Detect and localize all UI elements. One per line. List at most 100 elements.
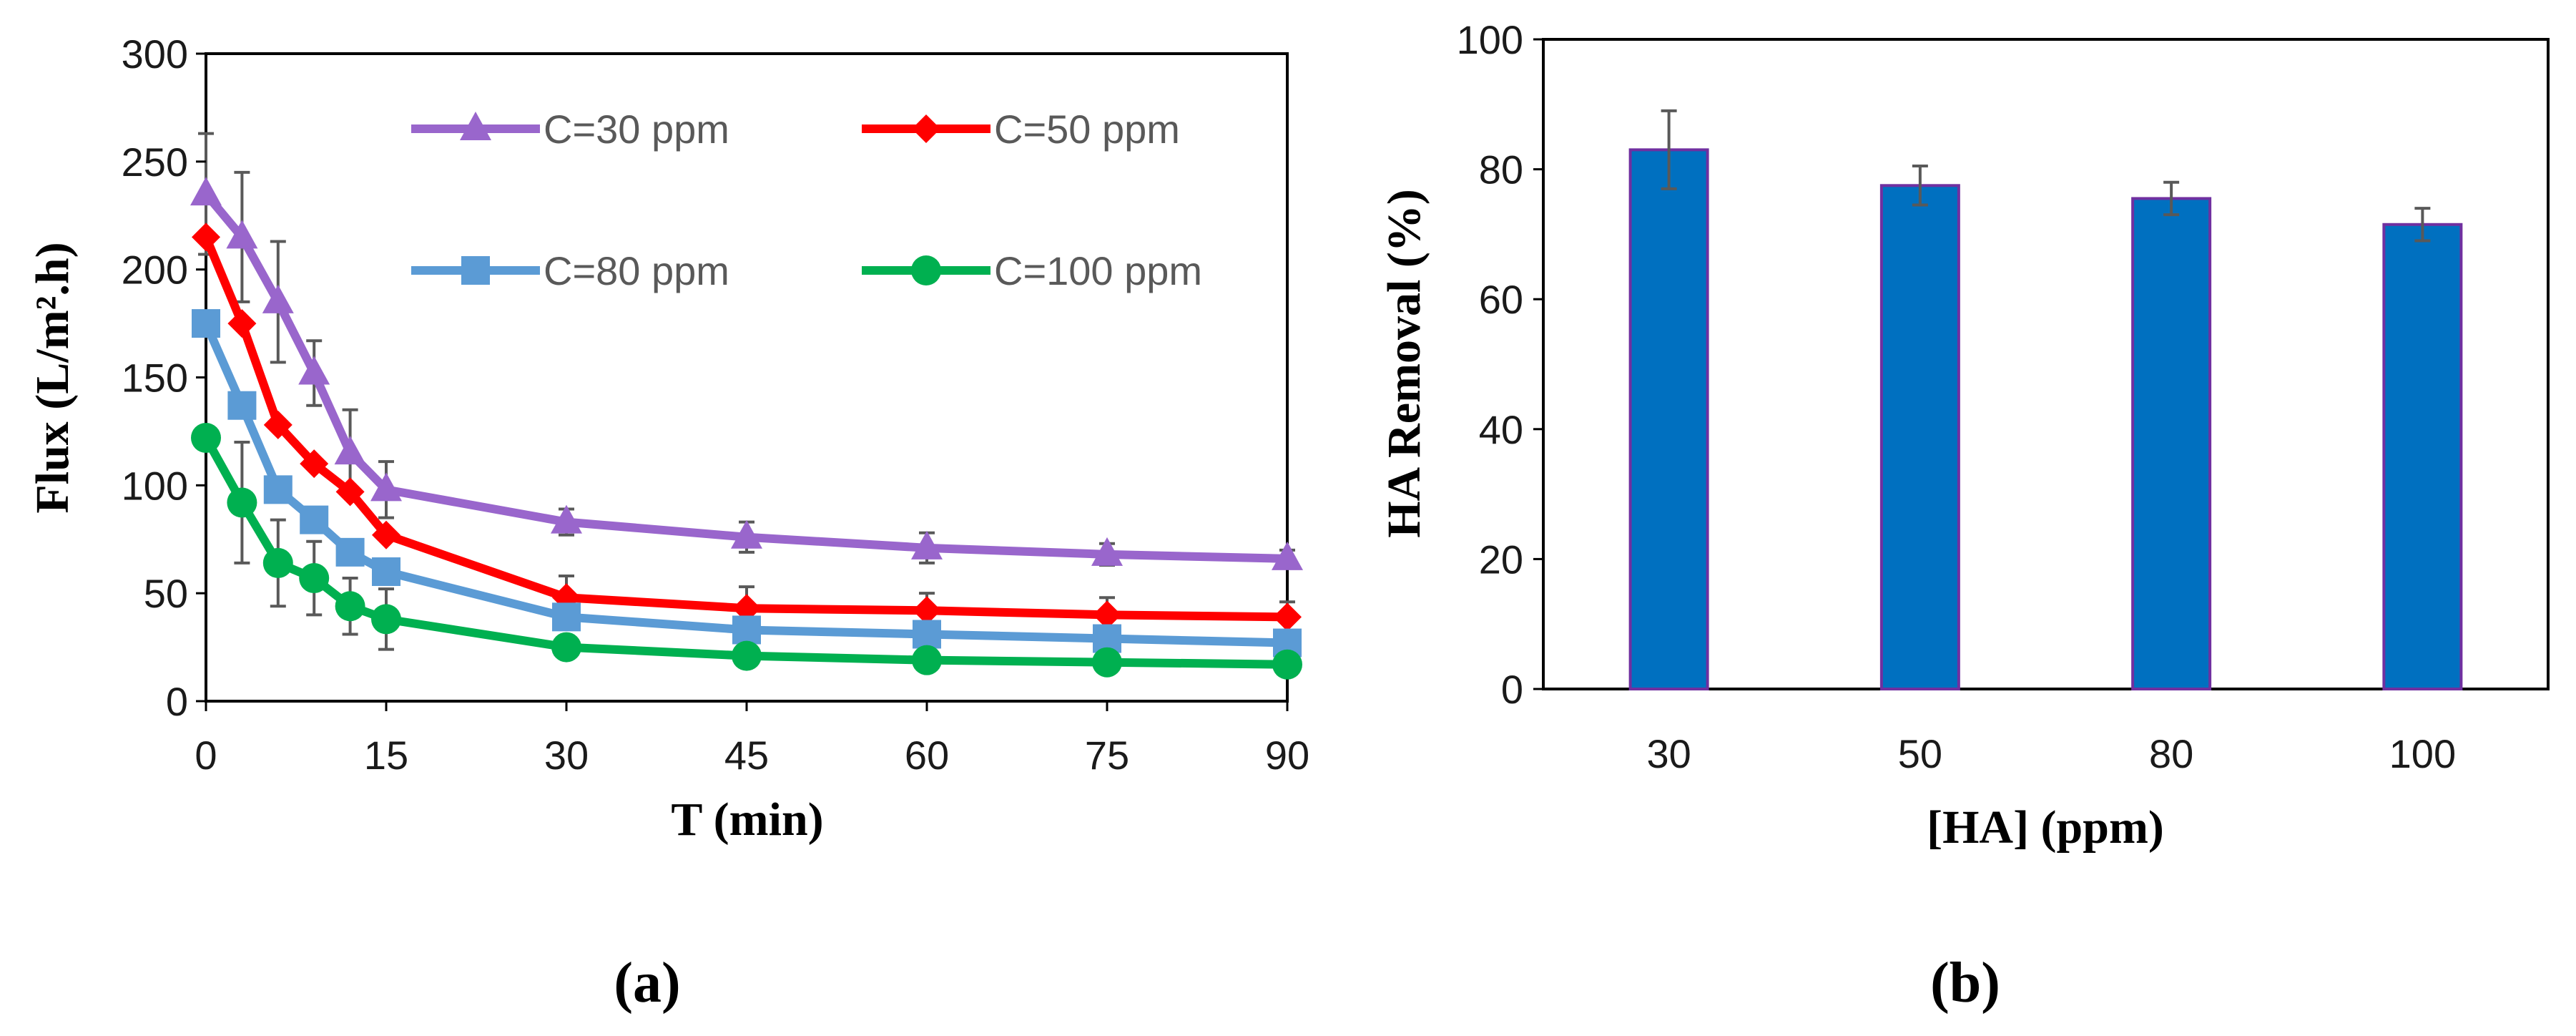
legend-marker-c-80-ppm — [461, 256, 490, 285]
error-bar-100 — [2414, 207, 2431, 243]
legend-a: C=30 ppm C=50 ppm C=80 ppm C=100 ppm — [411, 107, 1202, 293]
data-point-c-100-ppm — [335, 591, 365, 622]
legend-marker-c-100-ppm — [911, 255, 941, 285]
y-tick-label-a: 150 — [122, 356, 188, 401]
data-point-c-100-ppm — [1272, 649, 1302, 680]
y-ticks-b: 0 20 40 60 80 100 — [1457, 17, 1543, 712]
x-axis-title-a: T (min) — [671, 793, 823, 846]
flux-line-chart: 0 50 100 150 200 250 300 0 15 30 45 60 75 90 C=30 pp… — [26, 31, 1309, 1015]
error-bars-a — [198, 132, 1295, 651]
data-point-c-50-ppm — [372, 520, 400, 549]
legend-label-c-80-ppm: C=80 ppm — [544, 248, 729, 293]
x-tick-label-a: 0 — [195, 733, 217, 778]
x-tick-label-a: 75 — [1085, 733, 1129, 778]
x-tick-label-b: 100 — [2389, 731, 2456, 776]
data-point-c-30-ppm — [731, 519, 762, 549]
x-tick-label-a: 30 — [544, 733, 589, 778]
x-tick-label-a: 60 — [905, 733, 949, 778]
bar-50 — [1879, 184, 1960, 690]
panel-label-b: (b) — [1930, 952, 2000, 1015]
data-point-c-100-ppm — [299, 563, 330, 594]
data-point-c-30-ppm — [226, 220, 258, 249]
data-point-c-30-ppm — [551, 504, 582, 534]
y-tick-label-a: 250 — [122, 140, 188, 185]
data-point-c-100-ppm — [262, 547, 293, 578]
data-point-c-30-ppm — [298, 356, 330, 385]
error-bar-50 — [1912, 165, 1928, 207]
data-point-c-100-ppm — [732, 640, 762, 671]
y-axis-title-a: Flux (L/m².h) — [26, 242, 79, 513]
x-ticks-b: 30 50 80 100 — [1646, 731, 2456, 776]
y-ticks-a: 0 50 100 150 200 250 300 — [122, 31, 206, 724]
y-tick-label-a: 200 — [122, 248, 188, 293]
error-bar-80 — [2163, 180, 2180, 217]
y-tick-label-a: 0 — [166, 679, 188, 724]
data-point-c-100-ppm — [371, 604, 401, 635]
data-point-c-100-ppm — [227, 487, 257, 518]
bar-30 — [1628, 148, 1709, 691]
data-point-c-30-ppm — [334, 436, 366, 465]
y-tick-label-b: 0 — [1501, 667, 1523, 712]
y-axis-title-b: HA Removal (%) — [1378, 189, 1430, 538]
data-point-c-50-ppm — [913, 596, 941, 625]
bar-100 — [2382, 223, 2463, 690]
plot-area-frame-b — [1542, 38, 2550, 690]
series-markers-a — [190, 177, 1303, 680]
x-tick-label-a: 15 — [364, 733, 408, 778]
data-point-c-50-ppm — [1093, 600, 1121, 630]
data-point-c-80-ppm — [227, 391, 257, 420]
data-point-c-50-ppm — [1273, 602, 1302, 632]
error-bar-30 — [1661, 109, 1677, 190]
legend-marker-c-50-ppm — [912, 114, 940, 143]
legend-item-c-80-ppm: C=80 ppm — [411, 248, 729, 293]
y-tick-label-b: 40 — [1479, 407, 1523, 452]
data-point-c-50-ppm — [732, 594, 761, 623]
data-point-c-100-ppm — [191, 422, 221, 453]
data-point-c-50-ppm — [192, 223, 220, 252]
data-point-c-100-ppm — [1092, 647, 1122, 678]
x-tick-label-b: 30 — [1646, 731, 1691, 776]
y-tick-label-a: 50 — [144, 571, 188, 616]
y-tick-label-b: 20 — [1479, 537, 1523, 582]
y-tick-label-b: 100 — [1457, 17, 1523, 62]
data-point-c-80-ppm — [335, 537, 365, 567]
data-point-c-80-ppm — [913, 620, 941, 649]
data-point-c-80-ppm — [263, 475, 292, 504]
legend-item-c-50-ppm: C=50 ppm — [862, 107, 1180, 152]
data-point-c-50-ppm — [335, 477, 365, 507]
data-point-c-30-ppm — [1091, 537, 1123, 566]
legend-item-c-30-ppm: C=30 ppm — [411, 107, 729, 152]
data-point-c-30-ppm — [262, 284, 294, 313]
data-point-c-80-ppm — [552, 602, 581, 632]
legend-label-c-50-ppm: C=50 ppm — [994, 107, 1180, 152]
x-tick-label-a: 90 — [1265, 733, 1309, 778]
y-tick-label-a: 300 — [122, 31, 188, 77]
panel-label-a: (a) — [614, 952, 680, 1015]
y-tick-label-b: 60 — [1479, 277, 1523, 322]
data-point-c-100-ppm — [551, 632, 581, 663]
data-point-c-30-ppm — [911, 530, 943, 559]
x-axis-title-b: [HA] (ppm) — [1927, 801, 2164, 854]
y-tick-label-a: 100 — [122, 463, 188, 508]
legend-item-c-100-ppm: C=100 ppm — [862, 248, 1202, 293]
x-tick-label-b: 80 — [2149, 731, 2193, 776]
data-point-c-50-ppm — [227, 309, 257, 338]
data-point-c-30-ppm — [190, 177, 222, 206]
legend-label-c-30-ppm: C=30 ppm — [544, 107, 729, 152]
data-point-c-100-ppm — [912, 645, 942, 675]
legend-label-c-100-ppm: C=100 ppm — [994, 248, 1202, 293]
data-point-c-50-ppm — [263, 410, 292, 439]
x-tick-label-a: 45 — [724, 733, 769, 778]
data-point-c-80-ppm — [732, 615, 761, 645]
x-ticks-a: 0 15 30 45 60 75 90 — [195, 701, 1309, 778]
x-tick-label-b: 50 — [1898, 731, 1942, 776]
data-point-c-80-ppm — [192, 309, 220, 338]
legend-marker-c-30-ppm — [460, 112, 491, 140]
y-tick-label-b: 80 — [1479, 147, 1523, 192]
data-point-c-30-ppm — [1272, 541, 1303, 570]
bar-80 — [2131, 197, 2212, 690]
data-point-c-30-ppm — [370, 472, 402, 502]
data-point-c-80-ppm — [300, 505, 329, 534]
bars-b — [1628, 148, 2463, 691]
